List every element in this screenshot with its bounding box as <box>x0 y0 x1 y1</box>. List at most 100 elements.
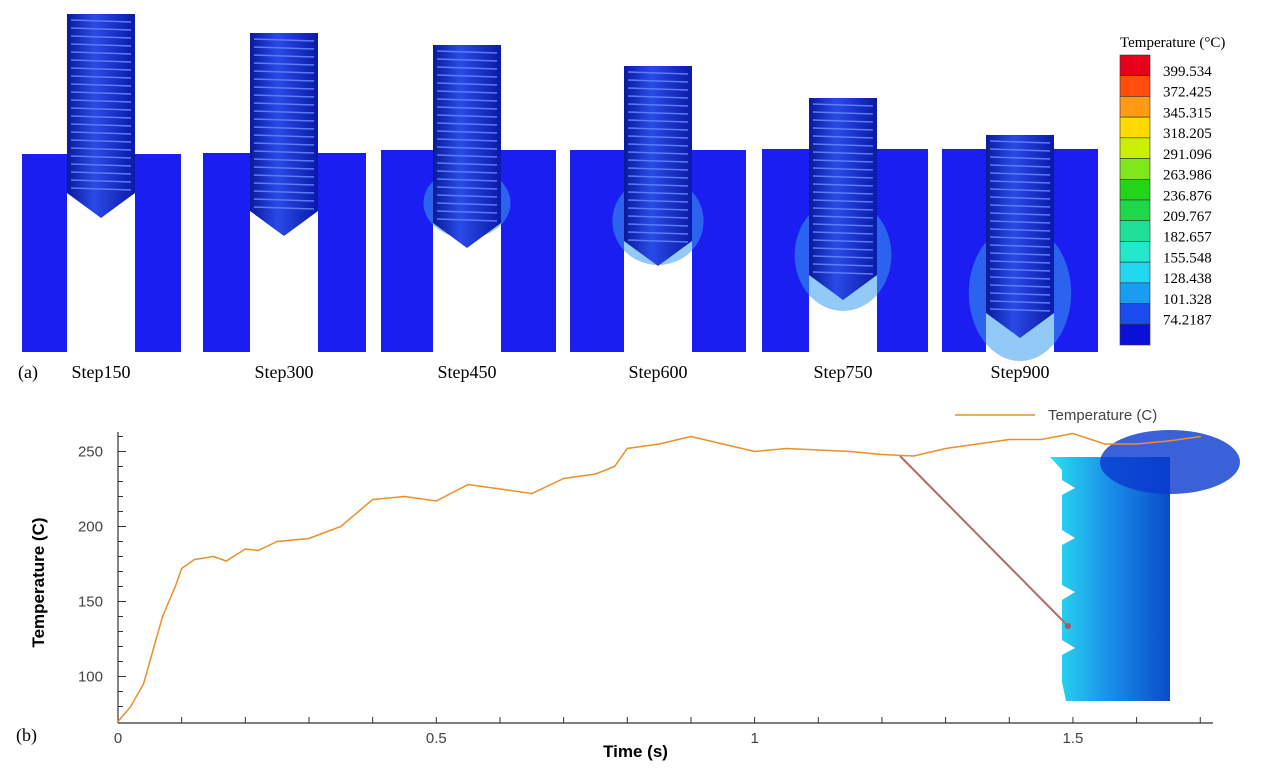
thread <box>436 162 498 166</box>
data-point <box>117 720 119 723</box>
data-point <box>142 683 145 685</box>
thread <box>627 151 689 155</box>
y-tick-label: 200 <box>78 519 103 536</box>
data-point <box>161 615 164 618</box>
thread <box>989 196 1051 200</box>
colorbar-label: 236.876 <box>1163 188 1212 204</box>
block-left <box>570 150 624 352</box>
colorbar-band <box>1119 261 1151 284</box>
step-panel: Step450 <box>381 45 556 382</box>
data-point <box>1072 432 1074 435</box>
thread <box>812 151 874 155</box>
panel-b-label: (b) <box>16 725 37 746</box>
thread <box>812 111 874 115</box>
thread <box>989 244 1051 248</box>
screw <box>67 14 135 218</box>
data-point <box>849 450 851 453</box>
thread <box>812 135 874 139</box>
thread <box>253 38 315 42</box>
x-tick-label: 0 <box>114 730 122 747</box>
simulation-panels: Step150 Step300 Step450 Step600 Step750 Step9… <box>22 14 1098 382</box>
thread <box>627 135 689 139</box>
thread <box>989 148 1051 152</box>
colorbar-label: 101.328 <box>1163 292 1212 308</box>
thread <box>989 300 1051 304</box>
step-panel: Step750 <box>762 98 928 382</box>
thread <box>812 103 874 107</box>
thread <box>627 127 689 131</box>
thread <box>436 186 498 190</box>
thread <box>812 263 874 267</box>
block-right <box>692 150 746 352</box>
thread <box>70 27 132 31</box>
data-point <box>371 498 374 501</box>
thread <box>812 231 874 235</box>
step-label: Step900 <box>990 362 1049 382</box>
thread <box>70 147 132 151</box>
thread <box>989 284 1051 288</box>
data-point <box>1167 440 1170 442</box>
data-point <box>976 443 979 445</box>
probe-point <box>1065 623 1071 629</box>
thread <box>436 114 498 118</box>
thread <box>627 183 689 187</box>
thread <box>812 175 874 179</box>
step-panel: Step600 <box>570 66 746 382</box>
step-panel: Step300 <box>203 33 366 382</box>
thread <box>70 123 132 127</box>
data-point <box>626 447 629 450</box>
thread <box>627 167 689 171</box>
colorbar-band <box>1119 116 1151 139</box>
thread <box>436 106 498 110</box>
colorbar-label: 128.438 <box>1163 271 1212 287</box>
thread <box>436 154 498 158</box>
block-right <box>318 153 366 352</box>
thread <box>253 158 315 162</box>
colorbar-band <box>1119 75 1151 97</box>
colorbar-label: 372.425 <box>1163 85 1212 101</box>
thread <box>627 95 689 99</box>
thread <box>70 171 132 175</box>
x-tick-label: 1.5 <box>1063 730 1084 747</box>
thread <box>253 62 315 66</box>
y-tick-label: 100 <box>78 669 103 686</box>
thread <box>812 191 874 195</box>
data-point <box>594 473 597 475</box>
data-point <box>174 585 177 588</box>
colorbar-band <box>1119 303 1151 325</box>
thread <box>436 138 498 142</box>
data-point <box>403 495 406 498</box>
data-point <box>129 705 132 708</box>
data-point <box>499 488 501 490</box>
thread <box>253 78 315 82</box>
thread <box>253 142 315 146</box>
thread <box>436 66 498 70</box>
data-point <box>257 549 259 552</box>
thread <box>627 215 689 219</box>
thread <box>253 190 315 194</box>
colorbar-band <box>1119 178 1151 201</box>
thread <box>70 131 132 135</box>
thread <box>627 103 689 107</box>
thread <box>436 130 498 134</box>
thread <box>989 236 1051 240</box>
data-point <box>1199 435 1202 438</box>
thread <box>70 35 132 39</box>
thread <box>989 188 1051 192</box>
step-label: Step600 <box>628 362 687 382</box>
colorbar-band <box>1119 137 1151 159</box>
thread <box>253 110 315 114</box>
block-right <box>501 150 556 352</box>
data-point <box>340 525 342 528</box>
block-right <box>135 154 181 352</box>
thread <box>436 194 498 198</box>
thread <box>989 260 1051 264</box>
probe-pointer-line <box>899 455 1069 627</box>
thread <box>812 167 874 171</box>
step-panel: Step900 <box>942 135 1098 382</box>
thread <box>627 239 689 243</box>
thread <box>436 218 498 222</box>
thread <box>989 172 1051 176</box>
data-point <box>753 450 756 453</box>
